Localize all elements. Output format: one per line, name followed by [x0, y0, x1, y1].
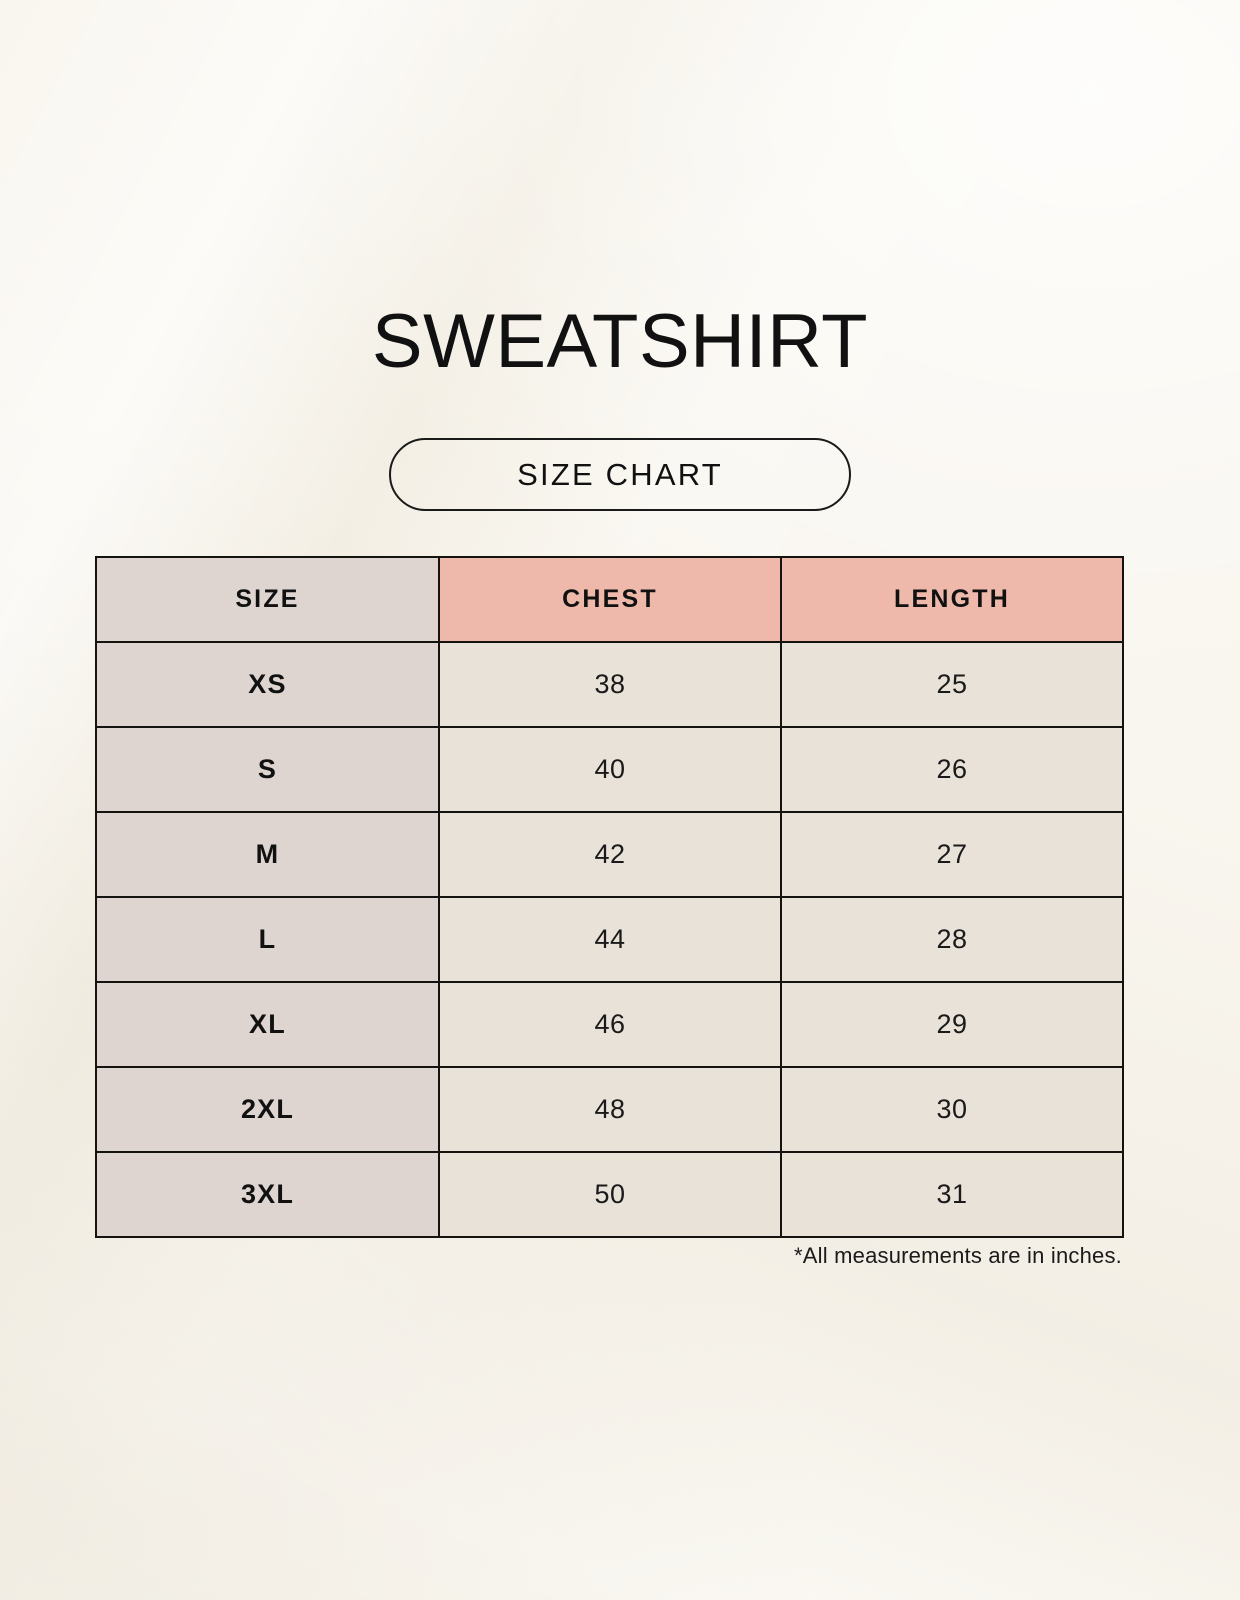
cell-length: 26 [780, 726, 1124, 813]
cell-chest: 40 [438, 726, 782, 813]
cell-size: XL [95, 981, 440, 1068]
cell-chest: 50 [438, 1151, 782, 1238]
cell-chest: 44 [438, 896, 782, 983]
table-row: 2XL 48 30 [95, 1066, 1124, 1153]
cell-size: 2XL [95, 1066, 440, 1153]
cell-chest: 42 [438, 811, 782, 898]
size-table-container: SIZE CHEST LENGTH XS 38 25 S 40 26 M [95, 556, 1124, 1238]
table-row: 3XL 50 31 [95, 1151, 1124, 1238]
column-header-size: SIZE [95, 556, 440, 643]
cell-size: XS [95, 641, 440, 728]
size-chart-badge-label: SIZE CHART [517, 456, 723, 492]
table-row: M 42 27 [95, 811, 1124, 898]
cell-size: 3XL [95, 1151, 440, 1238]
column-header-length: LENGTH [780, 556, 1124, 643]
cell-size: M [95, 811, 440, 898]
cell-length: 31 [780, 1151, 1124, 1238]
cell-length: 29 [780, 981, 1124, 1068]
cell-chest: 38 [438, 641, 782, 728]
cell-length: 30 [780, 1066, 1124, 1153]
table-row: XL 46 29 [95, 981, 1124, 1068]
cell-length: 25 [780, 641, 1124, 728]
table-header-row: SIZE CHEST LENGTH [95, 556, 1124, 643]
cell-size: S [95, 726, 440, 813]
page-title: SWEATSHIRT [371, 299, 869, 384]
cell-chest: 46 [438, 981, 782, 1068]
column-header-chest: CHEST [438, 556, 782, 643]
cell-length: 28 [780, 896, 1124, 983]
measurement-units-note: *All measurements are in inches. [794, 1243, 1122, 1268]
cell-size: L [95, 896, 440, 983]
size-chart-badge: SIZE CHART [389, 438, 851, 511]
cell-length: 27 [780, 811, 1124, 898]
table-row: XS 38 25 [95, 641, 1124, 728]
table-row: L 44 28 [95, 896, 1124, 983]
table-row: S 40 26 [95, 726, 1124, 813]
cell-chest: 48 [438, 1066, 782, 1153]
size-table: SIZE CHEST LENGTH XS 38 25 S 40 26 M [95, 556, 1124, 1238]
